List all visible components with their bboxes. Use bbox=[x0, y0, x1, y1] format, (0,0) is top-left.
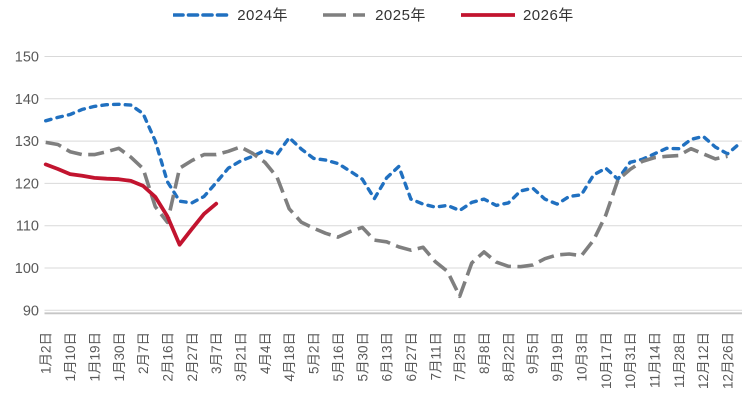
x-tick-label: 5月2日 bbox=[307, 332, 322, 374]
x-tick-label: 11月28日 bbox=[672, 332, 687, 388]
x-axis-labels: 1月2日 1月10日 1月19日 1月30日 2月7日 2月16日 2月27日 3月7日 3月2… bbox=[39, 332, 736, 389]
x-tick-label: 2月27日 bbox=[185, 332, 200, 382]
legend-line-sample-2024 bbox=[173, 12, 231, 17]
x-tick-label: 10月31日 bbox=[623, 332, 638, 389]
x-tick-label: 5月16日 bbox=[331, 332, 346, 382]
x-tick-label: 2月7日 bbox=[136, 332, 151, 374]
x-tick-label: 2月16日 bbox=[160, 332, 175, 382]
series-line-2024年 bbox=[44, 102, 741, 213]
legend-label-2025: 2025年 bbox=[375, 7, 426, 24]
x-tick-label: 8月8日 bbox=[477, 332, 492, 374]
x-tick-label: 7月11日 bbox=[428, 332, 443, 381]
x-tick-label: 12月12日 bbox=[696, 332, 711, 389]
x-tick-label: 4月18日 bbox=[282, 332, 297, 382]
y-tick-label: 110 bbox=[16, 219, 39, 235]
gridlines bbox=[44, 56, 742, 311]
x-tick-label: 6月13日 bbox=[380, 332, 395, 382]
y-tick-label: 120 bbox=[15, 176, 39, 192]
x-tick-label: 12月26日 bbox=[721, 332, 736, 389]
y-tick-label: 90 bbox=[23, 303, 39, 319]
x-tick-label: 7月25日 bbox=[453, 332, 468, 382]
x-tick-label: 3月7日 bbox=[209, 332, 224, 374]
x-tick-label: 8月22日 bbox=[501, 332, 516, 382]
x-tick-label: 6月27日 bbox=[404, 332, 419, 382]
x-tick-label: 1月2日 bbox=[39, 332, 54, 374]
x-tick-label: 10月17日 bbox=[599, 332, 614, 389]
y-tick-label: 130 bbox=[15, 134, 39, 150]
y-tick-label: 140 bbox=[15, 92, 39, 108]
legend-item-2025: 2025年 bbox=[322, 4, 426, 25]
y-axis-labels: 90 100 110 120 130 140 150 bbox=[15, 50, 39, 320]
x-tick-label: 9月5日 bbox=[526, 332, 541, 374]
series-line-2025年 bbox=[45, 140, 728, 299]
x-tick-label: 1月19日 bbox=[87, 332, 102, 382]
x-tick-label: 1月10日 bbox=[63, 332, 78, 382]
y-tick-label: 100 bbox=[15, 261, 39, 277]
legend-item-2024: 2024年 bbox=[173, 4, 288, 25]
x-tick-label: 4月4日 bbox=[258, 332, 273, 374]
chart-legend: 2024年 2025年 2026年 bbox=[0, 4, 747, 25]
x-tick-label: 1月30日 bbox=[112, 332, 127, 382]
x-tick-label: 11月14日 bbox=[647, 332, 662, 388]
series-line-2026年 bbox=[43, 162, 219, 247]
legend-item-2026: 2026年 bbox=[460, 4, 574, 25]
legend-line-sample-2026 bbox=[460, 12, 515, 17]
y-tick-label: 150 bbox=[15, 50, 39, 66]
legend-label-2024: 2024年 bbox=[237, 7, 289, 24]
x-tick-label: 3月21日 bbox=[234, 332, 249, 382]
legend-label-2026: 2026年 bbox=[522, 7, 574, 24]
legend-line-sample-2025 bbox=[323, 12, 368, 17]
x-tick-label: 9月19日 bbox=[550, 332, 565, 382]
x-tick-label: 5月30日 bbox=[355, 332, 370, 382]
x-tick-label: 10月3日 bbox=[574, 332, 589, 382]
